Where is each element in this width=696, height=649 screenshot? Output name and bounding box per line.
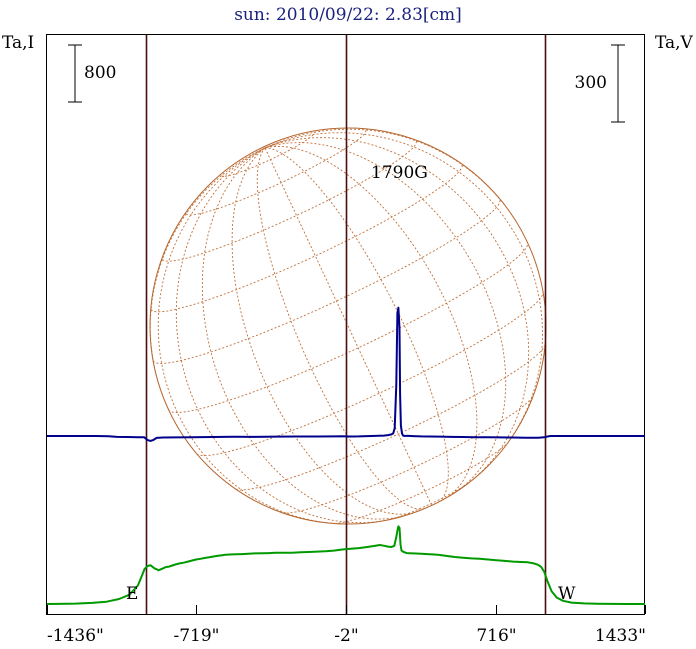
- x-tick-label: -719": [173, 626, 219, 646]
- left-scale-value: 800: [84, 63, 116, 83]
- limb-lines: [145, 35, 547, 614]
- x-tick-label: -2": [334, 626, 358, 646]
- series-curves: [46, 306, 645, 605]
- latitude-line: [185, 129, 367, 216]
- longitude-line: [264, 128, 528, 243]
- longitude-line: [264, 142, 507, 492]
- left-axis-label: Ta,I: [2, 33, 34, 53]
- longitude-line: [150, 147, 266, 410]
- plot-frame: [46, 34, 645, 615]
- latitude-line: [282, 395, 534, 514]
- x-tick-label: 1433": [595, 626, 646, 646]
- series-line-V: [47, 306, 645, 442]
- x-tick-label: -1436": [47, 626, 104, 646]
- longitude-line: [157, 147, 345, 524]
- east-limb-label: E: [126, 584, 138, 604]
- left-scale-bar: [68, 44, 82, 103]
- longitude-line: [175, 147, 390, 524]
- longitude-line: [264, 147, 433, 506]
- right-scale-value: 300: [575, 73, 607, 93]
- longitude-line: [264, 137, 530, 483]
- longitude-line: [201, 147, 405, 520]
- x-tick-label: 716": [476, 626, 516, 646]
- latitude-line: [196, 292, 544, 457]
- chart-title: sun: 2010/09/22: 2.83[cm]: [234, 5, 462, 25]
- series-line-I: [46, 525, 645, 605]
- latitude-line: [150, 164, 463, 313]
- longitude-line: [264, 146, 478, 499]
- latitude-line: [235, 344, 546, 491]
- annotation-1790g: 1790G: [371, 163, 428, 183]
- right-scale-bar: [611, 44, 625, 123]
- latitude-line: [162, 140, 417, 262]
- longitude-line: [264, 147, 449, 503]
- latitude-line: [334, 442, 509, 524]
- latitude-line: [152, 198, 501, 364]
- x-axis-ticks: -1436" -719" -2" 716" 1433": [47, 605, 646, 646]
- longitude-line: [264, 132, 543, 451]
- right-axis-label: Ta,V: [655, 33, 694, 53]
- solar-disc-grid: [149, 127, 547, 525]
- heliographic-grid: [150, 128, 546, 524]
- longitude-line: [256, 147, 425, 510]
- longitude-line: [231, 147, 418, 515]
- west-limb-label: W: [558, 584, 576, 604]
